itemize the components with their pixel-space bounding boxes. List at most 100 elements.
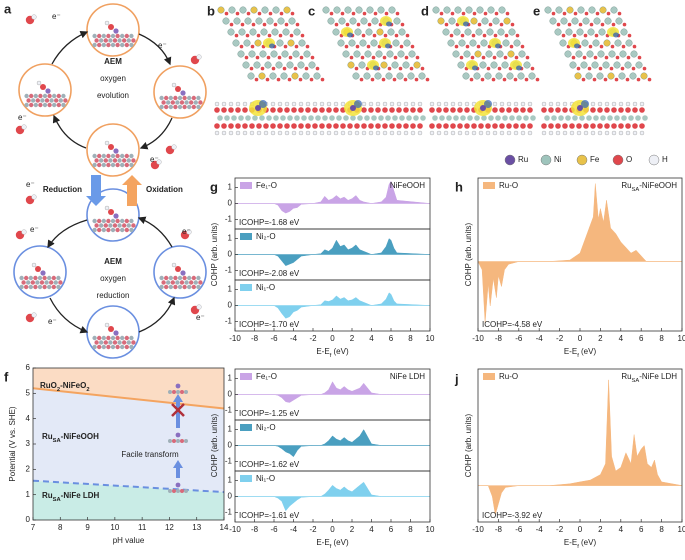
- charge-blob: [373, 65, 379, 71]
- atom: [53, 280, 58, 285]
- atom: [110, 162, 116, 168]
- x-tick-label: -8: [251, 334, 259, 343]
- legend-atom: [504, 154, 516, 166]
- atom: [581, 39, 589, 47]
- atom: [513, 123, 519, 129]
- x-tick-label: -2: [556, 525, 564, 534]
- panel-label: f: [4, 369, 9, 384]
- atom: [477, 22, 482, 27]
- atom: [598, 28, 606, 36]
- atom: [382, 123, 388, 129]
- atom: [410, 107, 416, 113]
- atom: [177, 284, 183, 290]
- atom: [371, 17, 379, 25]
- atom: [35, 280, 40, 285]
- atom: [625, 77, 630, 82]
- legend-label: Ru: [518, 155, 528, 164]
- atom: [388, 6, 396, 14]
- atom: [487, 6, 495, 14]
- atom: [530, 115, 536, 121]
- atom: [632, 107, 638, 113]
- atom: [389, 123, 395, 129]
- atom: [544, 115, 550, 121]
- atom: [115, 344, 120, 350]
- atom: [44, 98, 50, 103]
- atom: [340, 101, 346, 107]
- atom: [581, 77, 586, 82]
- atom: [417, 123, 423, 129]
- charge-blob: [613, 32, 619, 38]
- atom: [217, 6, 225, 14]
- x-tick-label: 8: [659, 334, 664, 343]
- atom: [576, 66, 581, 71]
- atom: [161, 100, 166, 105]
- y-tick-label: 6: [26, 363, 31, 372]
- atom: [562, 130, 568, 136]
- atom: [129, 218, 134, 224]
- atom: [569, 123, 575, 129]
- atom: [614, 77, 619, 82]
- x-tick-label: 7: [31, 523, 36, 532]
- atom: [360, 17, 368, 25]
- atom: [502, 39, 510, 47]
- atom: [56, 102, 61, 108]
- atom: [276, 77, 281, 82]
- atom: [405, 33, 410, 38]
- atom: [52, 102, 57, 108]
- x-axis-label: E-Ef (eV): [316, 538, 349, 549]
- atom: [159, 275, 164, 281]
- atom: [117, 38, 122, 43]
- atom: [602, 61, 610, 69]
- atom: [110, 33, 116, 39]
- atom: [577, 6, 585, 14]
- atom: [49, 280, 54, 285]
- atom: [527, 107, 533, 113]
- atom: [196, 95, 201, 101]
- atom: [108, 340, 113, 345]
- atom: [535, 77, 540, 82]
- y-tick-label: 1: [228, 183, 233, 192]
- region-label-part: Ru: [42, 432, 53, 441]
- atom: [198, 100, 203, 105]
- atom: [420, 66, 425, 71]
- x-tick-label: 0: [578, 334, 583, 343]
- atom: [131, 158, 136, 163]
- atom: [290, 11, 295, 16]
- atom: [92, 227, 97, 233]
- electron-label: e⁻: [48, 317, 57, 326]
- x-tick-label: 0: [578, 525, 583, 534]
- atom: [639, 101, 645, 107]
- atom: [319, 107, 325, 113]
- atom: [179, 280, 185, 285]
- atom: [302, 72, 310, 80]
- atom: [103, 223, 109, 228]
- atom: [378, 115, 384, 121]
- atom: [625, 107, 631, 113]
- atom: [108, 209, 114, 215]
- atom: [484, 72, 492, 80]
- x-tick-label: -10: [472, 525, 484, 534]
- atom: [106, 33, 111, 39]
- atom: [609, 66, 614, 71]
- x-tick-label: 0: [330, 334, 335, 343]
- atom: [184, 280, 189, 285]
- legend-label: Ni₁-O: [256, 283, 275, 292]
- atom: [246, 11, 251, 16]
- y-tick-label: 0: [228, 492, 233, 501]
- atom: [198, 280, 203, 285]
- water: [156, 159, 162, 165]
- atom: [417, 107, 423, 113]
- atom: [97, 33, 102, 39]
- x-tick-label: 10: [426, 334, 435, 343]
- y-tick-label: 1: [228, 425, 233, 434]
- x-tick-label: 10: [110, 523, 119, 532]
- atom: [628, 115, 634, 121]
- atom: [530, 66, 535, 71]
- water: [31, 312, 37, 318]
- x-tick-label: 10: [678, 525, 685, 534]
- atom: [599, 6, 607, 14]
- atom: [492, 101, 498, 107]
- atom: [361, 33, 366, 38]
- atom: [106, 344, 111, 350]
